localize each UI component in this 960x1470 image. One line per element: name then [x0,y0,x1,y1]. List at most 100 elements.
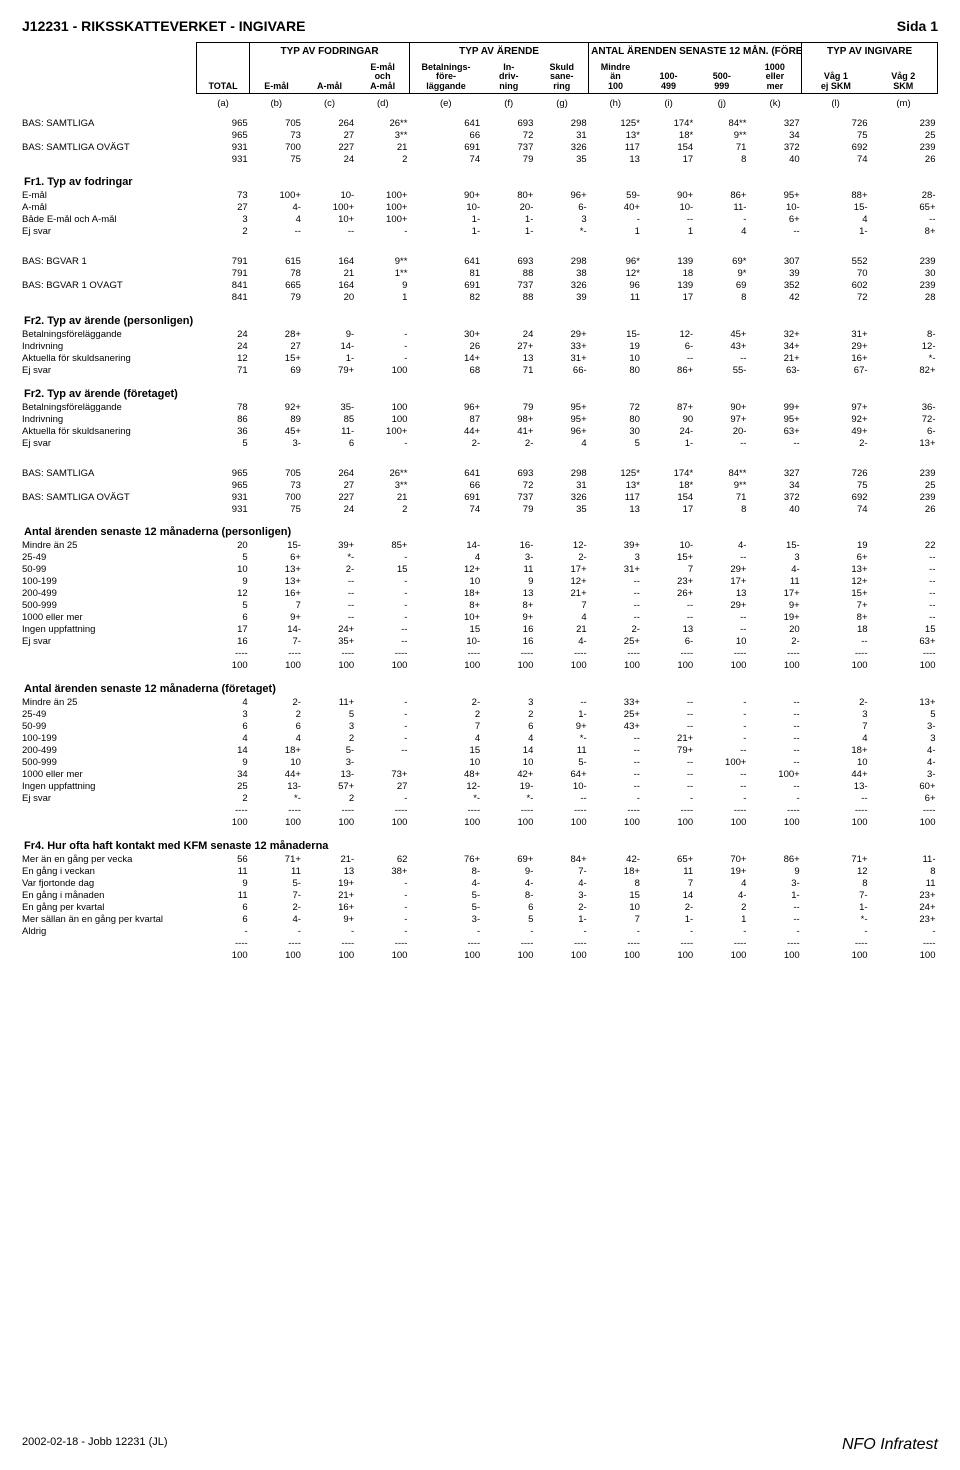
data-cell: 2- [303,565,356,577]
data-cell: 25+ [589,710,642,722]
column-letter: (m) [870,94,938,119]
data-cell: 36- [870,402,938,414]
data-cell: 18 [802,625,870,637]
data-cell: 6+ [250,553,303,565]
data-cell: 965 [196,480,249,492]
data-cell: 12 [196,589,249,601]
data-cell: -- [642,770,695,782]
data-cell: 100 [695,661,748,673]
data-cell: 66- [535,366,588,378]
row-label: Ej svar [22,227,196,239]
data-cell: -- [250,227,303,239]
data-cell: - [356,710,409,722]
data-cell: 3 [589,553,642,565]
group-header: TYP AV FODRINGAR [250,43,410,62]
data-cell: 8+ [482,601,535,613]
data-cell: 18+ [409,589,482,601]
data-cell: 27 [356,782,409,794]
data-cell: - [356,227,409,239]
row-label: Ej svar [22,794,196,806]
table-row: Ej svar716979+100687166-8086+55-63-67-82… [22,366,938,378]
data-cell: 15+ [802,589,870,601]
data-cell: ---- [196,649,249,661]
section-header: Antal ärenden senaste 12 månaderna (före… [22,673,938,698]
data-cell: 81 [409,269,482,281]
data-cell: 11 [535,746,588,758]
data-cell: 11 [748,577,801,589]
data-cell: 5 [303,710,356,722]
data-cell: 5- [409,902,482,914]
data-cell: 39+ [589,541,642,553]
data-cell: 25 [870,130,938,142]
data-cell: 6 [196,613,249,625]
data-cell: 45+ [250,426,303,438]
data-cell: 100 [409,661,482,673]
data-cell: 372 [748,142,801,154]
data-cell: 12- [870,342,938,354]
data-cell: 7 [409,722,482,734]
table-row: 8417920182883911178427228 [22,293,938,305]
data-cell: 26 [870,504,938,516]
table-row: 25-49325-221-25+-----35 [22,710,938,722]
data-cell: 40 [748,504,801,516]
data-cell: 2- [748,637,801,649]
data-cell: 4- [870,746,938,758]
data-cell: 2- [535,553,588,565]
data-cell: - [356,794,409,806]
section-title: Fr4. Hur ofta haft kontakt med KFM senas… [22,830,938,855]
table-row: Ej svar2*-2-*-*---------6+ [22,794,938,806]
table-row: Betalningsföreläggande2428+9--30+2429+15… [22,330,938,342]
data-cell: 79 [482,402,535,414]
data-cell: 80 [589,366,642,378]
table-row: A-mål274-100+100+10-20-6-40+10-11-10-15-… [22,203,938,215]
data-cell: 1- [642,914,695,926]
row-label: Indrivning [22,342,196,354]
group-header: ANTAL ÄRENDEN SENASTE 12 MÅN. (FÖRETAGET… [589,43,802,62]
data-cell: 100 [642,661,695,673]
section-title: Antal ärenden senaste 12 månaderna (före… [22,673,938,698]
data-cell: 9 [356,281,409,293]
data-cell: -- [748,734,801,746]
section-title: Fr2. Typ av ärende (personligen) [22,305,938,330]
data-cell: 3 [303,722,356,734]
data-cell: 2 [695,902,748,914]
data-cell: -- [748,746,801,758]
group-header: TYP AV INGIVARE [802,43,938,62]
data-cell: 99+ [748,402,801,414]
data-cell: 3- [870,722,938,734]
data-cell: 9** [356,257,409,269]
row-label [22,649,196,661]
column-letter: (g) [535,94,588,119]
data-cell: -- [870,589,938,601]
data-cell: 24- [642,426,695,438]
data-cell: 100 [748,818,801,830]
data-cell: 10- [748,203,801,215]
data-cell: 11- [303,426,356,438]
data-cell: 641 [409,257,482,269]
data-cell: 79 [482,154,535,166]
data-cell: 100+ [250,191,303,203]
data-cell: 4- [250,914,303,926]
data-cell: 965 [196,468,249,480]
data-cell: ---- [356,649,409,661]
data-cell: 15 [589,890,642,902]
column-letter: (d) [356,94,409,119]
data-cell: 95+ [748,191,801,203]
data-cell: 95+ [748,414,801,426]
data-cell: *- [535,734,588,746]
data-cell: 641 [409,468,482,480]
data-cell: 1 [642,227,695,239]
data-cell: - [748,794,801,806]
data-cell: 12+ [802,577,870,589]
data-cell: 10 [409,577,482,589]
data-cell: *- [870,354,938,366]
data-cell: 239 [870,281,938,293]
data-cell: ---- [748,938,801,950]
data-cell: 21 [535,625,588,637]
data-cell: 2 [356,154,409,166]
data-cell: 8 [870,866,938,878]
data-cell: 43+ [695,342,748,354]
data-cell: 11+ [303,698,356,710]
data-cell: 4- [535,878,588,890]
data-cell: 100 [748,950,801,962]
